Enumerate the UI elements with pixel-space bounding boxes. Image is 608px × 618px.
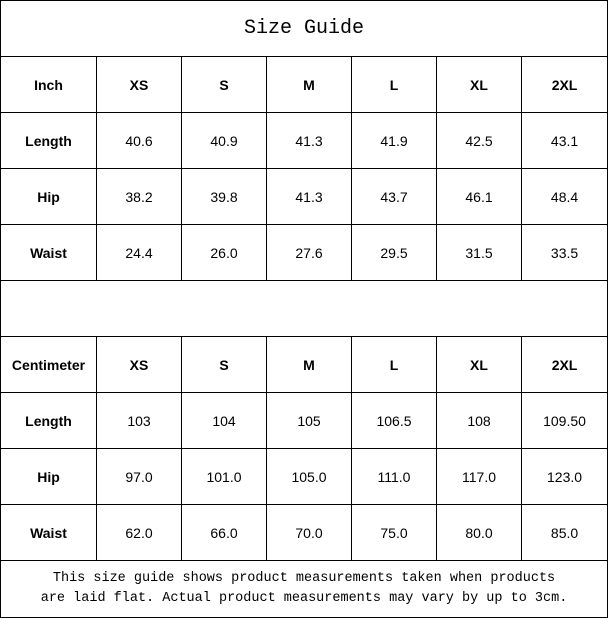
size-header: S xyxy=(181,56,267,113)
measurement-cell: 27.6 xyxy=(266,224,352,281)
table-row: Length 40.6 40.9 41.3 41.9 42.5 43.1 xyxy=(0,112,608,169)
spacer-row xyxy=(0,280,608,337)
measurement-cell: 97.0 xyxy=(96,448,182,505)
measurement-cell: 26.0 xyxy=(181,224,267,281)
spacer-cell xyxy=(0,280,608,337)
note-line-1: This size guide shows product measuremen… xyxy=(52,571,556,586)
header-row: Centimeter XS S M L XL 2XL xyxy=(0,336,608,393)
measurement-cell: 75.0 xyxy=(351,504,437,561)
measurement-cell: 40.9 xyxy=(181,112,267,169)
measurement-cell: 109.50 xyxy=(520,392,608,449)
measurement-cell: 66.0 xyxy=(181,504,267,561)
measurement-cell: 85.0 xyxy=(520,504,608,561)
measurement-note: This size guide shows product measuremen… xyxy=(0,560,608,618)
measurement-cell: 41.3 xyxy=(266,168,352,225)
measurement-cell: 62.0 xyxy=(96,504,182,561)
measurement-cell: 42.5 xyxy=(436,112,522,169)
note-line-2: are laid flat. Actual product measuremen… xyxy=(40,591,568,606)
measurement-cell: 29.5 xyxy=(351,224,437,281)
measurement-cell: 117.0 xyxy=(436,448,522,505)
table-row: Waist 62.0 66.0 70.0 75.0 80.0 85.0 xyxy=(0,504,608,561)
measurement-cell: 80.0 xyxy=(436,504,522,561)
row-label: Waist xyxy=(0,504,97,561)
row-label: Waist xyxy=(0,224,97,281)
measurement-cell: 111.0 xyxy=(351,448,437,505)
measurement-cell: 43.1 xyxy=(520,112,608,169)
measurement-cell: 41.9 xyxy=(351,112,437,169)
measurement-cell: 48.4 xyxy=(520,168,608,225)
size-header: XL xyxy=(436,56,522,113)
measurement-cell: 33.5 xyxy=(520,224,608,281)
measurement-cell: 38.2 xyxy=(96,168,182,225)
page-title: Size Guide xyxy=(0,0,608,57)
measurement-cell: 43.7 xyxy=(351,168,437,225)
size-header: M xyxy=(266,56,352,113)
row-label: Hip xyxy=(0,168,97,225)
note-row: This size guide shows product measuremen… xyxy=(0,560,608,618)
size-header: XL xyxy=(436,336,522,393)
row-label: Length xyxy=(0,112,97,169)
unit-label: Centimeter xyxy=(0,336,97,393)
measurement-cell: 105.0 xyxy=(266,448,352,505)
table-row: Hip 97.0 101.0 105.0 111.0 117.0 123.0 xyxy=(0,448,608,505)
unit-label: Inch xyxy=(0,56,97,113)
measurement-cell: 31.5 xyxy=(436,224,522,281)
size-header: 2XL xyxy=(520,56,608,113)
measurement-cell: 105 xyxy=(266,392,352,449)
measurement-cell: 39.8 xyxy=(181,168,267,225)
measurement-cell: 104 xyxy=(181,392,267,449)
measurement-cell: 40.6 xyxy=(96,112,182,169)
size-header: XS xyxy=(96,56,182,113)
measurement-cell: 41.3 xyxy=(266,112,352,169)
measurement-cell: 101.0 xyxy=(181,448,267,505)
size-header: L xyxy=(351,56,437,113)
measurement-cell: 106.5 xyxy=(351,392,437,449)
size-header: XS xyxy=(96,336,182,393)
table-row: Waist 24.4 26.0 27.6 29.5 31.5 33.5 xyxy=(0,224,608,281)
row-label: Hip xyxy=(0,448,97,505)
size-header: M xyxy=(266,336,352,393)
size-header: S xyxy=(181,336,267,393)
row-label: Length xyxy=(0,392,97,449)
measurement-cell: 70.0 xyxy=(266,504,352,561)
size-header: 2XL xyxy=(520,336,608,393)
size-header: L xyxy=(351,336,437,393)
measurement-cell: 46.1 xyxy=(436,168,522,225)
measurement-cell: 123.0 xyxy=(520,448,608,505)
table-row: Hip 38.2 39.8 41.3 43.7 46.1 48.4 xyxy=(0,168,608,225)
header-row: Inch XS S M L XL 2XL xyxy=(0,56,608,113)
measurement-cell: 108 xyxy=(436,392,522,449)
measurement-cell: 103 xyxy=(96,392,182,449)
table-row: Length 103 104 105 106.5 108 109.50 xyxy=(0,392,608,449)
measurement-cell: 24.4 xyxy=(96,224,182,281)
